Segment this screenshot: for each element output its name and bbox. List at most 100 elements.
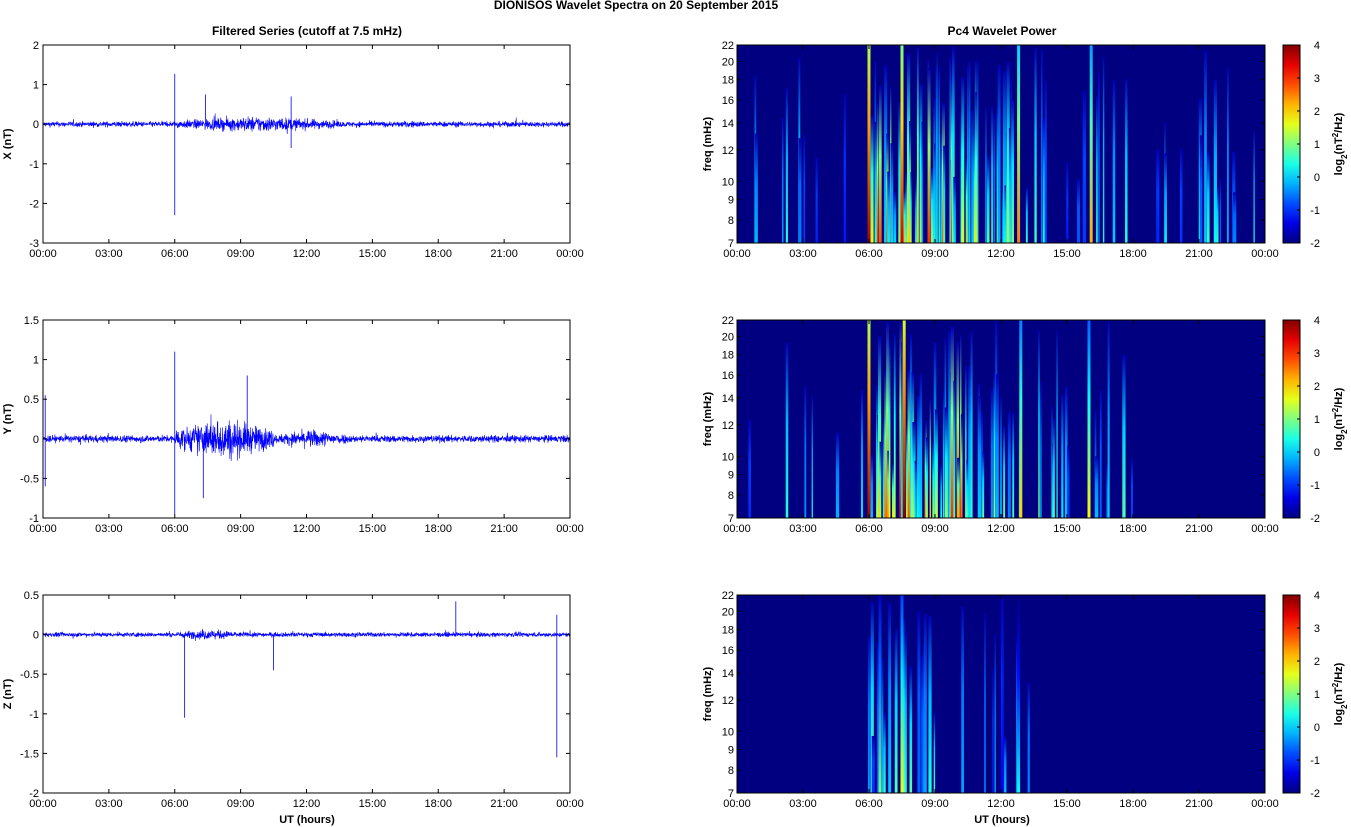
power-streak	[934, 143, 937, 243]
power-streak	[901, 342, 905, 518]
power-streak	[914, 460, 917, 518]
power-streak	[965, 158, 969, 243]
power-streak	[1027, 682, 1030, 793]
power-streak	[984, 614, 986, 793]
x-tick-label: 00:00	[556, 523, 584, 535]
y-tick-label: 0.5	[24, 590, 39, 602]
power-streak	[874, 121, 878, 243]
power-streak	[965, 365, 967, 518]
power-streak	[902, 192, 905, 243]
x-tick-label: 09:00	[227, 248, 255, 260]
colorbar-tick-label: 2	[1314, 106, 1320, 118]
plot-area	[43, 320, 570, 518]
power-streak	[1051, 405, 1053, 518]
power-streak	[1216, 186, 1219, 243]
power-streak	[1040, 49, 1043, 244]
x-tick-label: 21:00	[1185, 523, 1213, 535]
power-streak	[835, 432, 840, 518]
series-line-y	[42, 414, 571, 461]
power-streak	[1102, 56, 1105, 244]
power-streak	[1164, 153, 1167, 243]
power-streak	[986, 155, 990, 243]
colorbar-tick-label: 4	[1314, 40, 1320, 52]
y-axis-label: freq (mHz)	[702, 116, 714, 171]
y-tick-label: 20	[722, 331, 734, 343]
power-streak	[977, 59, 979, 243]
power-streak	[882, 418, 885, 518]
timeseries-panel-x: -3 -2 -1 0 1 2 00:00 03:00 06:00 09:00 12:00 15:00 1…	[2, 40, 584, 260]
power-streak	[971, 109, 974, 243]
power-streak	[892, 464, 895, 518]
y-tick-label: 1.5	[24, 315, 39, 327]
x-tick-label: 18:00	[424, 798, 452, 810]
power-streak	[878, 85, 882, 244]
power-streak	[1076, 179, 1081, 243]
power-streak	[909, 666, 913, 793]
power-streak	[917, 611, 921, 793]
x-tick-label: 06:00	[161, 798, 189, 810]
power-streak	[919, 83, 923, 243]
y-tick-label: 14	[722, 393, 734, 405]
power-highlight	[900, 595, 904, 793]
x-tick-label: 00:00	[29, 798, 57, 810]
x-tick-label: 00:00	[723, 523, 751, 535]
x-tick-label: 06:00	[855, 798, 883, 810]
power-streak	[886, 321, 889, 518]
power-streak	[869, 454, 873, 518]
heatmap-background	[737, 45, 1265, 243]
y-tick-label: 0.5	[24, 394, 39, 406]
y-tick-label: 10	[722, 451, 734, 463]
timeseries-panel-y: -1 -0.5 0 0.5 1 1.5 00:00 03:00 06:00 09:00 12:00 1…	[2, 315, 584, 535]
colorbar-tick-label: 2	[1314, 381, 1320, 393]
left-xlabel: UT (hours)	[279, 814, 335, 826]
x-tick-label: 21:00	[1185, 248, 1213, 260]
colorbar-tick-label: -1	[1310, 480, 1320, 492]
colorbar-tick-label: 2	[1314, 656, 1320, 668]
x-tick-label: 18:00	[424, 248, 452, 260]
y-tick-label: 9	[728, 470, 734, 482]
power-streak	[1112, 80, 1116, 244]
y-tick-label: 0	[33, 119, 39, 131]
power-streak	[1131, 459, 1133, 518]
power-highlight	[1019, 320, 1023, 518]
power-streak	[748, 419, 751, 518]
power-highlight	[1089, 45, 1093, 243]
y-tick-label: 18	[722, 350, 734, 362]
y-tick-label: 1	[33, 355, 39, 367]
power-streak	[925, 437, 928, 518]
x-tick-label: 00:00	[723, 248, 751, 260]
colorbar-tick-label: 4	[1314, 315, 1320, 327]
power-streak	[785, 342, 789, 518]
power-streak	[993, 114, 996, 243]
power-streak	[1003, 736, 1007, 793]
power-streak	[961, 76, 965, 243]
power-streak	[1011, 99, 1014, 244]
power-streak	[910, 172, 912, 243]
power-streak	[876, 642, 880, 793]
power-streak	[953, 380, 956, 518]
x-tick-label: 03:00	[95, 523, 123, 535]
y-axis-label: freq (mHz)	[702, 391, 714, 446]
power-streak	[1082, 90, 1086, 244]
power-streak	[871, 115, 874, 243]
power-streak	[967, 66, 969, 243]
power-streak	[881, 658, 884, 793]
x-tick-label: 18:00	[1119, 523, 1147, 535]
power-streak	[804, 385, 807, 518]
y-tick-label: 14	[722, 118, 734, 130]
power-streak	[1253, 130, 1255, 243]
y-tick-label: 9	[728, 745, 734, 757]
power-streak	[1064, 386, 1068, 518]
power-streak	[928, 67, 931, 243]
power-streak	[936, 52, 938, 243]
x-tick-label: 21:00	[490, 523, 518, 535]
x-tick-label: 09:00	[227, 523, 255, 535]
x-tick-label: 06:00	[161, 523, 189, 535]
plot-area	[43, 45, 570, 243]
y-tick-label: 22	[722, 315, 734, 327]
power-streak	[1125, 79, 1128, 243]
colorbar-tick-label: 1	[1314, 689, 1320, 701]
power-streak	[975, 92, 979, 243]
